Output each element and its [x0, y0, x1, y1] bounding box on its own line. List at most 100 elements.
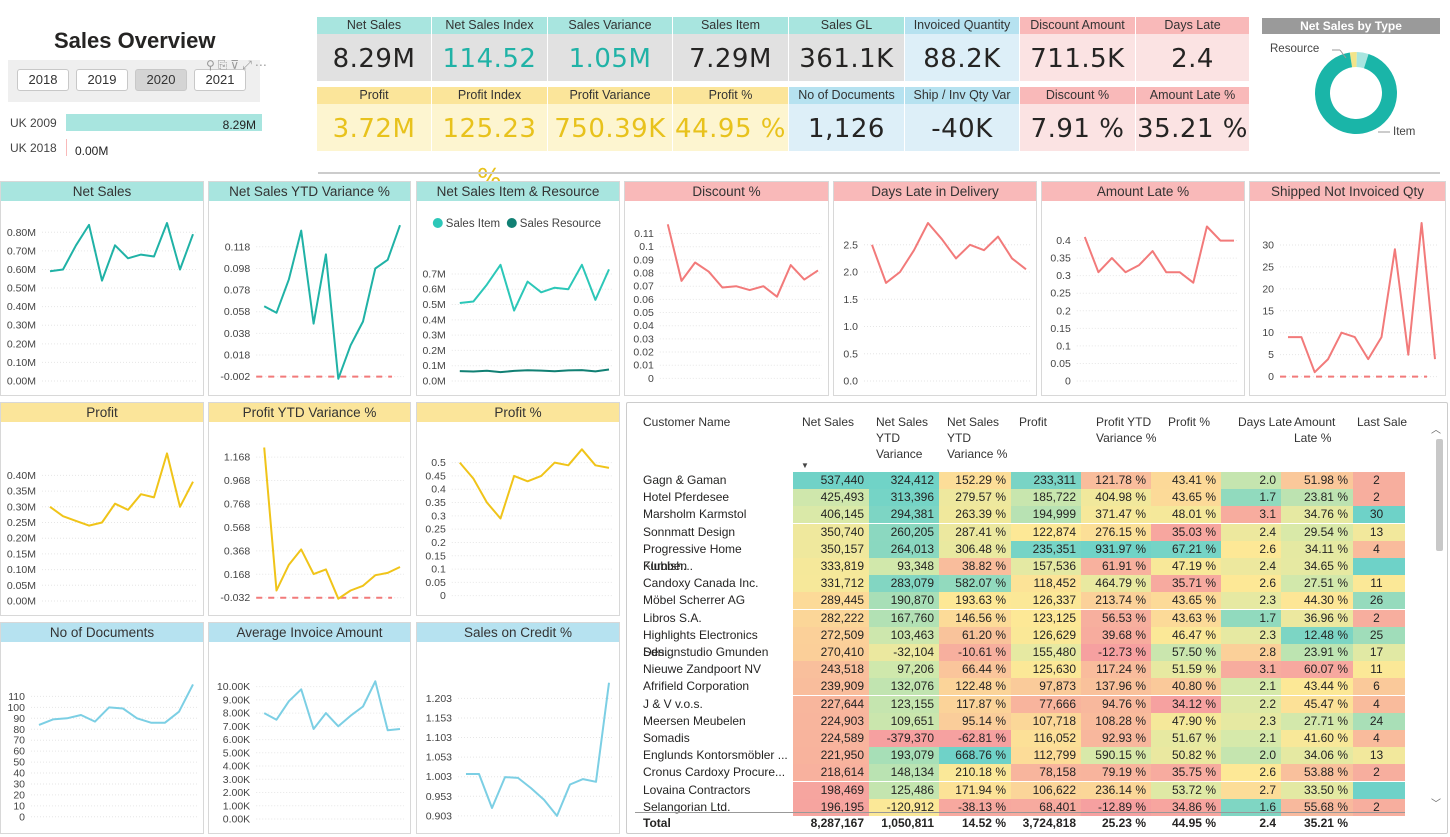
- data-point[interactable]: [286, 698, 292, 704]
- kpi-card-profit[interactable]: Profit % 44.95 %: [673, 87, 788, 151]
- data-point[interactable]: [348, 587, 354, 593]
- table-row[interactable]: Progressive Home Furnish... 350,157 264,01…: [635, 540, 1405, 573]
- data-point[interactable]: [335, 723, 341, 729]
- data-point[interactable]: [385, 570, 391, 576]
- data-point[interactable]: [348, 713, 354, 719]
- chart-net-sales-item-resource[interactable]: Net Sales Item & Resource 0.0M 0.1M 0.2M 0.3…: [416, 181, 620, 396]
- table-row[interactable]: Candoxy Canada Inc. 331,712 283,079 582.07 …: [635, 575, 1405, 593]
- series-line-profit-ytd-variance[interactable]: [263, 447, 401, 600]
- data-point[interactable]: [323, 566, 329, 572]
- data-point[interactable]: [360, 583, 366, 589]
- data-point[interactable]: [606, 680, 612, 686]
- data-point[interactable]: [538, 473, 544, 479]
- data-point[interactable]: [515, 775, 521, 781]
- data-point[interactable]: [176, 709, 182, 715]
- table-row[interactable]: Cronus Cardoxy Procure... 218,614 148,134 2…: [635, 764, 1405, 782]
- data-point[interactable]: [311, 321, 317, 327]
- data-point[interactable]: [869, 242, 875, 248]
- data-point[interactable]: [592, 462, 598, 468]
- data-point[interactable]: [470, 476, 476, 482]
- data-point[interactable]: [385, 727, 391, 733]
- data-point[interactable]: [525, 478, 531, 484]
- data-point[interactable]: [261, 303, 267, 309]
- data-point[interactable]: [1392, 246, 1398, 252]
- year-button-2018[interactable]: 2018: [17, 69, 69, 91]
- data-point[interactable]: [372, 572, 378, 578]
- data-point[interactable]: [1352, 334, 1358, 340]
- data-point[interactable]: [525, 367, 531, 373]
- data-point[interactable]: [64, 715, 70, 721]
- data-point[interactable]: [1122, 269, 1128, 275]
- data-point[interactable]: [274, 717, 280, 723]
- data-point[interactable]: [138, 252, 144, 258]
- table-row[interactable]: J & V v.o.s. 227,644 123,155 117.87 % 77,666…: [635, 695, 1405, 713]
- series-line-sales-resource[interactable]: [459, 368, 610, 374]
- kpi-card-no-of-documents[interactable]: No of Documents 1,126: [789, 87, 904, 151]
- data-point[interactable]: [552, 460, 558, 466]
- sort-desc-icon[interactable]: ▼: [801, 461, 809, 470]
- data-point[interactable]: [298, 228, 304, 234]
- series-line-sales-on-credit[interactable]: [466, 682, 610, 817]
- data-point[interactable]: [151, 253, 157, 259]
- data-point[interactable]: [60, 513, 66, 519]
- data-point[interactable]: [463, 771, 469, 777]
- data-point[interactable]: [801, 277, 807, 283]
- data-point[interactable]: [484, 500, 490, 506]
- data-point[interactable]: [788, 262, 794, 268]
- data-point[interactable]: [897, 269, 903, 275]
- chart-profit[interactable]: Profit % 0 0.05 0.1 0.15 0.2 0.25 0.3 0.35 0.4 0.4…: [416, 402, 620, 616]
- data-point[interactable]: [73, 242, 79, 248]
- data-point[interactable]: [1082, 234, 1088, 240]
- data-point[interactable]: [981, 247, 987, 253]
- data-point[interactable]: [1190, 280, 1196, 286]
- data-point[interactable]: [190, 479, 196, 485]
- data-point[interactable]: [457, 300, 463, 306]
- data-point[interactable]: [538, 368, 544, 374]
- year-button-2019[interactable]: 2019: [76, 69, 128, 91]
- table-row[interactable]: Klubben 333,819 93,348 38.82 % 157,536 61.91 …: [635, 558, 1405, 575]
- data-point[interactable]: [1312, 369, 1318, 375]
- data-point[interactable]: [112, 501, 118, 507]
- donut-slice-item[interactable]: [1315, 52, 1397, 135]
- column-header-last-sale[interactable]: Last Sale: [1357, 415, 1408, 429]
- legend-marker[interactable]: [432, 218, 443, 228]
- table-row[interactable]: Designstudio Gmunden 270,410 -32,104 -10.61…: [635, 644, 1405, 661]
- data-point[interactable]: [1231, 238, 1237, 244]
- kpi-card-net-sales[interactable]: Net Sales 8.29M: [317, 17, 431, 81]
- data-point[interactable]: [939, 236, 945, 242]
- table-scrollbar[interactable]: [1436, 439, 1443, 551]
- chart-discount[interactable]: Discount % 0 0.01 0.02 0.03 0.04 0.05 0.06 0.07 0…: [624, 181, 829, 396]
- data-point[interactable]: [719, 285, 725, 291]
- data-point[interactable]: [148, 720, 154, 726]
- data-point[interactable]: [1365, 356, 1371, 362]
- data-point[interactable]: [760, 283, 766, 289]
- data-point[interactable]: [86, 222, 92, 228]
- data-point[interactable]: [1109, 255, 1115, 261]
- data-point[interactable]: [733, 283, 739, 289]
- data-point[interactable]: [120, 705, 126, 711]
- kpi-card-days-late[interactable]: Days Late 2.4: [1136, 17, 1249, 81]
- data-point[interactable]: [60, 266, 66, 272]
- data-point[interactable]: [606, 367, 612, 373]
- data-point[interactable]: [925, 220, 931, 226]
- data-point[interactable]: [323, 710, 329, 716]
- column-header-customer-name[interactable]: Customer Name: [643, 415, 731, 429]
- data-point[interactable]: [348, 342, 354, 348]
- table-row[interactable]: Hotel Pferdesee 425,493 313,396 279.57 % 185…: [635, 489, 1405, 507]
- data-point[interactable]: [457, 368, 463, 374]
- uk-bar-2018[interactable]: [66, 139, 67, 156]
- data-point[interactable]: [112, 242, 118, 248]
- series-line-discount[interactable]: [666, 224, 819, 298]
- data-point[interactable]: [606, 266, 612, 272]
- data-point[interactable]: [1204, 224, 1210, 230]
- data-point[interactable]: [138, 491, 144, 497]
- series-line-profit[interactable]: [459, 448, 610, 520]
- kpi-card-sales-variance[interactable]: Sales Variance 1.05M: [548, 17, 672, 81]
- data-point[interactable]: [190, 231, 196, 237]
- data-point[interactable]: [592, 368, 598, 374]
- more-options-icon[interactable]: ⋯: [254, 58, 270, 72]
- data-point[interactable]: [1163, 269, 1169, 275]
- data-point[interactable]: [298, 546, 304, 552]
- table-row[interactable]: Sonnmatt Design 350,740 260,205 287.41 % 122…: [635, 523, 1405, 541]
